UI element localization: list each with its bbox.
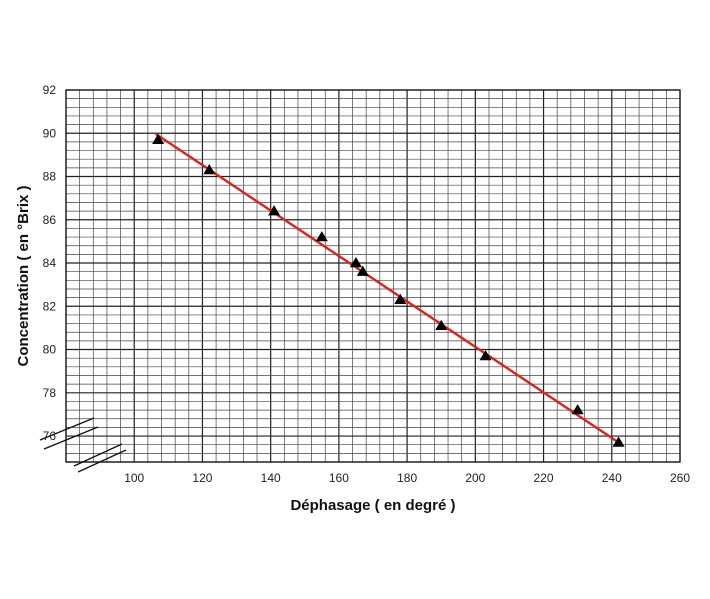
x-tick-label: 200 [465, 471, 485, 485]
x-tick-label: 220 [534, 471, 554, 485]
x-tick-label: 160 [329, 471, 349, 485]
y-tick-label: 88 [43, 170, 57, 184]
y-tick-label: 86 [43, 213, 57, 227]
y-tick-label: 78 [43, 386, 57, 400]
y-tick-label: 84 [43, 256, 57, 270]
x-tick-label: 240 [602, 471, 622, 485]
trendline [155, 133, 624, 446]
x-tick-label: 120 [192, 471, 212, 485]
data-point-triangle [152, 133, 165, 144]
data-points [152, 133, 625, 447]
data-point-triangle [203, 164, 216, 175]
x-tick-label: 180 [397, 471, 417, 485]
y-tick-labels: 76 78 80 82 84 86 88 90 92 [43, 83, 57, 443]
axis-break-mark [43, 426, 99, 450]
y-tick-label: 90 [43, 126, 57, 140]
x-tick-label: 140 [261, 471, 281, 485]
data-point-triangle [315, 231, 328, 242]
y-tick-label: 92 [43, 83, 57, 97]
data-point-triangle [394, 293, 407, 304]
data-point-triangle [612, 436, 625, 447]
x-axis-title: Déphasage ( en degré ) [290, 497, 455, 514]
data-point-triangle [479, 350, 492, 361]
y-tick-label: 82 [43, 299, 57, 313]
grid [66, 90, 680, 462]
data-point-triangle [571, 404, 584, 415]
x-tick-label: 260 [670, 471, 690, 485]
data-point-triangle [268, 205, 281, 216]
y-axis-title: Concentration ( en °Brix ) [15, 185, 32, 366]
data-point-triangle [435, 319, 448, 330]
axis-break [39, 417, 127, 473]
x-tick-label: 100 [124, 471, 144, 485]
data-point-triangle [356, 265, 369, 276]
x-tick-labels: 100 120 140 160 180 200 220 240 260 [124, 471, 690, 485]
axis-break-mark [73, 443, 123, 467]
y-tick-label: 80 [43, 343, 57, 357]
plot-frame [65, 89, 681, 463]
y-tick-label: 76 [43, 429, 57, 443]
data-point-triangle [349, 257, 362, 268]
trendline-group [155, 133, 624, 446]
axis-break-mark [77, 449, 127, 473]
axis-break-mark [39, 417, 95, 441]
